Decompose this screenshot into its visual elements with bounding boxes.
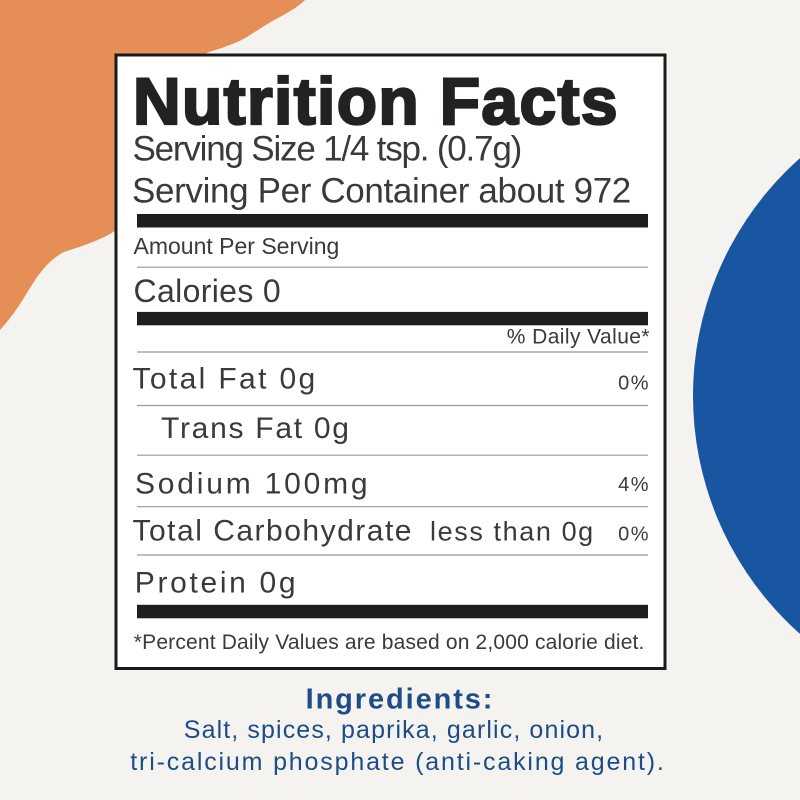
svg-text:Sodium 100mg: Sodium 100mg xyxy=(135,468,370,501)
svg-text:Serving Per Container about 97: Serving Per Container about 972 xyxy=(132,172,631,211)
svg-text:*Percent Daily Values are base: *Percent Daily Values are based on 2,000… xyxy=(134,631,645,654)
svg-text:Trans Fat 0g: Trans Fat 0g xyxy=(161,412,351,445)
svg-text:Total Fat 0g: Total Fat 0g xyxy=(133,363,318,396)
svg-text:Serving Size 1/4 tsp. (0.7g): Serving Size 1/4 tsp. (0.7g) xyxy=(133,130,522,169)
svg-text:0%: 0% xyxy=(618,524,650,546)
svg-text:Calories 0: Calories 0 xyxy=(134,273,282,309)
svg-text:Nutrition Facts: Nutrition Facts xyxy=(133,64,619,138)
svg-text:tri-calcium phosphate (anti-ca: tri-calcium phosphate (anti-caking agent… xyxy=(130,748,665,776)
svg-text:Amount Per Serving: Amount Per Serving xyxy=(134,233,340,259)
svg-text:Protein 0g: Protein 0g xyxy=(135,567,298,600)
svg-text:0%: 0% xyxy=(618,373,650,395)
svg-text:Salt, spices, paprika, garlic,: Salt, spices, paprika, garlic, onion, xyxy=(184,716,604,744)
svg-text:% Daily Value*: % Daily Value* xyxy=(507,326,650,349)
svg-text:4%: 4% xyxy=(618,474,650,496)
svg-text:Ingredients:: Ingredients: xyxy=(306,684,495,716)
